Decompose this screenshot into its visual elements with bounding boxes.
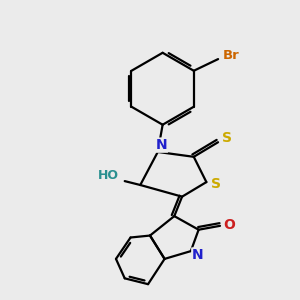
Text: S: S — [211, 177, 221, 191]
Text: S: S — [222, 131, 232, 145]
Text: N: N — [192, 248, 203, 262]
Text: O: O — [223, 218, 235, 232]
Text: HO: HO — [98, 169, 119, 182]
Text: Br: Br — [222, 49, 239, 62]
Text: N: N — [156, 138, 167, 152]
